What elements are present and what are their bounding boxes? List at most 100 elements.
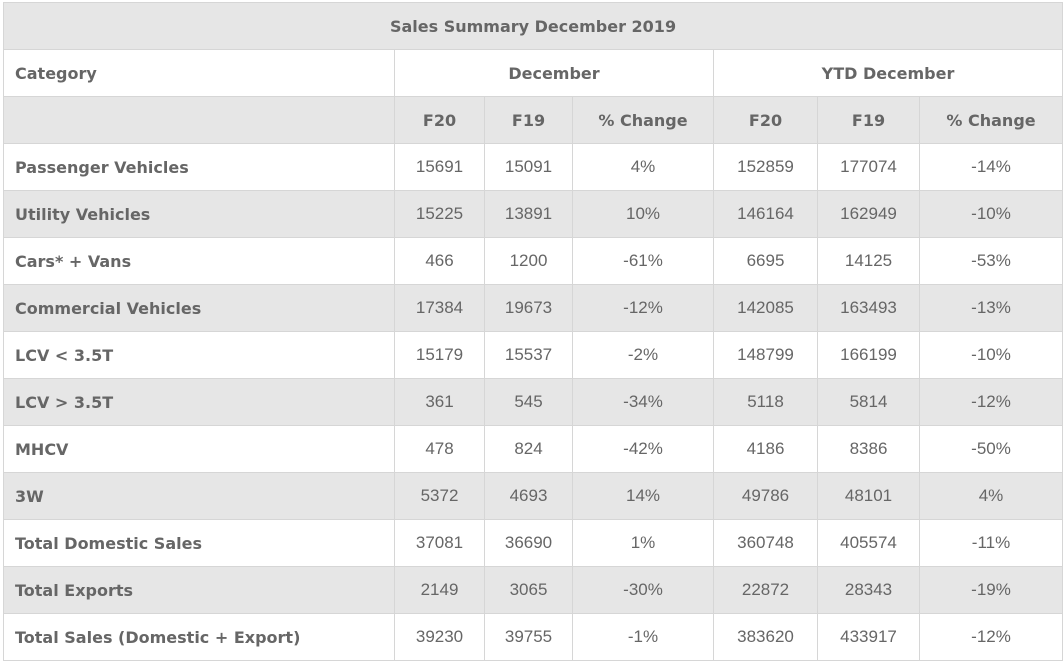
value-cell-dec-change: -1%: [572, 613, 714, 661]
value-cell-ytd-change: -53%: [918, 237, 1064, 285]
value-cell-ytd-f20: 5118: [713, 378, 818, 426]
category-cell: Total Exports: [3, 566, 395, 614]
value-cell-ytd-f20: 148799: [713, 331, 818, 379]
value-cell-dec-f19: 39755: [484, 613, 573, 661]
column-header-ytd-f19: F19: [817, 96, 920, 144]
value-cell-dec-f20: 5372: [394, 472, 485, 520]
value-cell-ytd-change: -50%: [918, 425, 1064, 473]
table-row: 3W 5372 4693 14% 49786 48101 4%: [3, 472, 1064, 520]
value-cell-dec-f20: 17384: [394, 284, 485, 332]
value-cell-dec-f20: 466: [394, 237, 485, 285]
value-cell-dec-f20: 39230: [394, 613, 485, 661]
value-cell-ytd-f20: 6695: [713, 237, 818, 285]
value-cell-dec-change: -61%: [572, 237, 714, 285]
value-cell-dec-f19: 545: [484, 378, 573, 426]
value-cell-ytd-f20: 360748: [713, 519, 818, 567]
subheader-row: F20 F19% Change F20 F19% Change: [3, 96, 1064, 144]
category-cell: Utility Vehicles: [3, 190, 395, 238]
value-cell-dec-change: 10%: [572, 190, 714, 238]
value-cell-dec-change: -12%: [572, 284, 714, 332]
value-cell-ytd-change: 4%: [918, 472, 1064, 520]
value-cell-ytd-change: -12%: [918, 378, 1064, 426]
table-row: Total Domestic Sales 37081 36690 1% 360748 40…: [3, 519, 1064, 567]
value-cell-ytd-f19: 433917: [817, 613, 920, 661]
value-cell-dec-f19: 1200: [484, 237, 573, 285]
table-row: Total Exports 2149 3065 -30% 22872 28343 -19%: [3, 566, 1064, 614]
ytd-december-header: YTD December: [712, 49, 1064, 97]
category-header: Category: [3, 49, 395, 97]
value-cell-dec-f19: 13891: [484, 190, 573, 238]
value-cell-ytd-f19: 163493: [817, 284, 920, 332]
value-cell-ytd-change: -13%: [918, 284, 1064, 332]
value-cell-dec-change: 14%: [572, 472, 714, 520]
value-cell-ytd-f20: 383620: [713, 613, 818, 661]
table-row: Commercial Vehicles 17384 19673 -12% 142085 1…: [3, 284, 1064, 332]
column-header-dec-f19: F19: [484, 96, 573, 144]
value-cell-ytd-f19: 8386: [817, 425, 920, 473]
value-cell-dec-change: 4%: [572, 143, 714, 191]
category-cell: 3W: [3, 472, 395, 520]
value-cell-ytd-f19: 162949: [817, 190, 920, 238]
value-cell-dec-f19: 19673: [484, 284, 573, 332]
category-cell: Passenger Vehicles: [3, 143, 395, 191]
value-cell-ytd-f19: 48101: [817, 472, 920, 520]
value-cell-ytd-change: -11%: [918, 519, 1064, 567]
value-cell-ytd-change: -19%: [918, 566, 1064, 614]
value-cell-ytd-change: -14%: [918, 143, 1064, 191]
value-cell-dec-change: 1%: [572, 519, 714, 567]
empty-header-cell: [3, 96, 395, 144]
value-cell-dec-f20: 15179: [394, 331, 485, 379]
value-cell-ytd-f19: 177074: [817, 143, 920, 191]
value-cell-dec-f19: 3065: [484, 566, 573, 614]
table-row: MHCV 478 824 -42% 4186 8386 -50%: [3, 425, 1064, 473]
value-cell-ytd-f20: 22872: [713, 566, 818, 614]
table-row: Passenger Vehicles 15691 15091 4% 152859 1770…: [3, 143, 1064, 191]
value-cell-ytd-f20: 4186: [713, 425, 818, 473]
value-cell-ytd-f20: 146164: [713, 190, 818, 238]
value-cell-ytd-f19: 405574: [817, 519, 920, 567]
category-cell: MHCV: [3, 425, 395, 473]
category-cell: Cars* + Vans: [3, 237, 395, 285]
value-cell-ytd-f20: 152859: [713, 143, 818, 191]
table-row: Total Sales (Domestic + Export) 39230 3975…: [3, 613, 1064, 661]
category-cell: LCV < 3.5T: [3, 331, 395, 379]
table-title: Sales Summary December 2019: [2, 2, 1064, 50]
value-cell-ytd-change: -12%: [918, 613, 1064, 661]
value-cell-dec-f20: 478: [394, 425, 485, 473]
column-header-dec-change: % Change: [572, 96, 714, 144]
value-cell-ytd-f20: 49786: [713, 472, 818, 520]
value-cell-dec-f20: 15691: [394, 143, 485, 191]
value-cell-dec-f19: 4693: [484, 472, 573, 520]
table-row: LCV < 3.5T 15179 15537 -2% 148799 166199 -10%: [3, 331, 1064, 379]
value-cell-ytd-f19: 166199: [817, 331, 920, 379]
value-cell-dec-f20: 361: [394, 378, 485, 426]
value-cell-ytd-f19: 5814: [817, 378, 920, 426]
value-cell-dec-f19: 824: [484, 425, 573, 473]
column-header-dec-f20: F20: [394, 96, 485, 144]
title-row: Sales Summary December 2019: [2, 2, 1064, 50]
value-cell-dec-change: -2%: [572, 331, 714, 379]
table-row: Cars* + Vans 466 1200 -61% 6695 14125 -53%: [3, 237, 1064, 285]
category-cell: Commercial Vehicles: [3, 284, 395, 332]
category-cell: Total Sales (Domestic + Export): [3, 613, 395, 661]
value-cell-dec-f19: 36690: [484, 519, 573, 567]
value-cell-dec-f19: 15091: [484, 143, 573, 191]
value-cell-dec-change: -30%: [572, 566, 714, 614]
table-row: LCV > 3.5T 361 545 -34% 5118 5814 -12%: [3, 378, 1064, 426]
december-header: December: [394, 49, 714, 97]
value-cell-dec-f20: 15225: [394, 190, 485, 238]
category-cell: Total Domestic Sales: [3, 519, 395, 567]
category-cell: LCV > 3.5T: [3, 378, 395, 426]
value-cell-dec-f20: 37081: [394, 519, 485, 567]
column-header-ytd-f20: F20: [713, 96, 818, 144]
group-header-row: Category December YTD December: [3, 49, 1064, 97]
value-cell-ytd-f19: 14125: [817, 237, 920, 285]
column-header-ytd-change: % Change: [918, 96, 1064, 144]
value-cell-dec-change: -42%: [572, 425, 714, 473]
value-cell-dec-f20: 2149: [394, 566, 485, 614]
value-cell-ytd-f20: 142085: [713, 284, 818, 332]
table-row: Utility Vehicles 15225 13891 10% 146164 16294…: [3, 190, 1064, 238]
value-cell-ytd-change: -10%: [918, 190, 1064, 238]
value-cell-dec-change: -34%: [572, 378, 714, 426]
